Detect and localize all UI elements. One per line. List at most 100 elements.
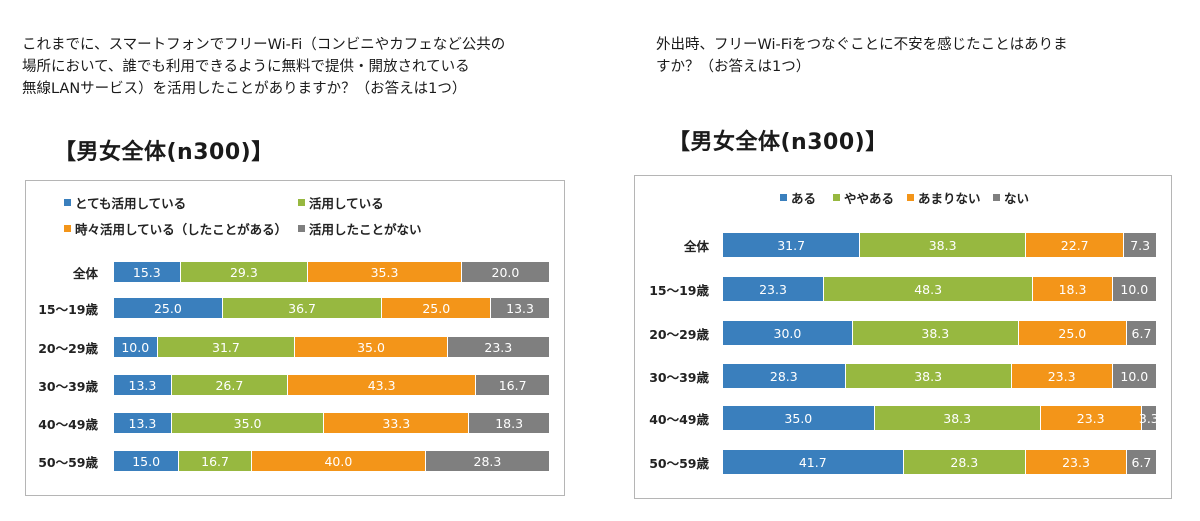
right-bar-segment: 23.3: [1040, 406, 1142, 430]
right-bar-segment: 41.7: [723, 450, 904, 474]
right-legend-swatch: [780, 194, 787, 201]
right-stacked-bar: 41.7 28.3 23.3 6.7: [723, 450, 1156, 474]
left-bar-segment: 13.3: [114, 413, 172, 433]
right-bar-segment: 38.3: [860, 233, 1027, 257]
left-bar-segment: 40.0: [251, 451, 426, 471]
left-bar-segment: 13.3: [491, 298, 549, 318]
right-legend-swatch: [993, 194, 1000, 201]
right-bar-segment: 22.7: [1026, 233, 1125, 257]
right-chart-heading: 【男女全体(n300)】: [668, 130, 888, 155]
right-bar-segment: 35.0: [723, 406, 875, 430]
right-bar-segment: 6.7: [1126, 321, 1156, 345]
left-chart-heading: 【男女全体(n300)】: [54, 140, 274, 165]
left-legend-swatch: [298, 225, 305, 232]
left-bar-segment: 31.7: [157, 337, 296, 357]
right-bar-segment: 23.3: [1026, 450, 1127, 474]
left-bar-segment: 28.3: [425, 451, 549, 471]
left-stacked-bar: 10.0 31.7 35.0 23.3: [114, 337, 549, 357]
left-bar-segment: 16.7: [179, 451, 252, 471]
left-stacked-bar: 15.0 16.7 40.0 28.3: [114, 451, 549, 471]
left-stacked-bar: 25.0 36.7 25.0 13.3: [114, 298, 549, 318]
right-legend-swatch: [907, 194, 914, 201]
right-category-label: 40～49歳: [649, 412, 709, 427]
left-bar-segment: 25.0: [114, 298, 223, 318]
right-legend-item: ややある: [833, 188, 894, 207]
right-bar-segment: 23.3: [1011, 364, 1113, 388]
right-bar-segment: 38.3: [874, 406, 1041, 430]
right-legend-item: あまりない: [907, 188, 981, 207]
right-legend-label: あまりない: [918, 191, 981, 206]
left-legend-label: 活用している: [309, 196, 384, 211]
left-category-label: 40～49歳: [38, 417, 98, 432]
right-bar-segment: 30.0: [723, 321, 853, 345]
left-legend-label: 活用したことがない: [309, 222, 422, 237]
right-bar-segment: 25.0: [1018, 321, 1127, 345]
right-legend-item: ない: [993, 188, 1029, 207]
left-bar-segment: 10.0: [114, 337, 158, 357]
left-legend-label: 時々活用している（したことがある）: [75, 222, 288, 237]
right-bar-segment: 10.0: [1112, 277, 1156, 301]
left-stacked-bar: 13.3 35.0 33.3 18.3: [114, 413, 549, 433]
right-bar-segment: 31.7: [723, 233, 861, 257]
right-category-label: 30～39歳: [649, 370, 709, 385]
right-legend-label: ない: [1004, 191, 1030, 206]
left-bar-segment: 43.3: [287, 375, 477, 395]
left-bar-segment: 18.3: [469, 413, 549, 433]
right-stacked-bar: 35.0 38.3 23.3 3.3: [723, 406, 1159, 430]
left-category-label: 50～59歳: [38, 455, 98, 470]
right-bar-segment: 3.3: [1139, 406, 1159, 430]
right-bar-segment: 48.3: [823, 277, 1034, 301]
right-bar-segment: 6.7: [1126, 450, 1156, 474]
right-stacked-bar: 23.3 48.3 18.3 10.0: [723, 277, 1156, 301]
right-category-label: 50～59歳: [649, 456, 709, 471]
right-legend-label: ある: [791, 191, 817, 206]
right-bar-segment: 38.3: [845, 364, 1012, 388]
right-bar-segment: 23.3: [723, 277, 824, 301]
right-bar-segment: 28.3: [903, 450, 1027, 474]
left-category-label: 20～29歳: [38, 341, 98, 356]
right-stacked-bar: 31.7 38.3 22.7 7.3: [723, 233, 1156, 257]
left-bar-segment: 26.7: [171, 375, 288, 395]
right-legend-item: ある: [780, 188, 816, 207]
left-legend-item: とても活用している: [64, 193, 186, 212]
left-legend-item: 活用したことがない: [298, 219, 422, 238]
right-bar-segment: 38.3: [852, 321, 1019, 345]
left-bar-segment: 36.7: [222, 298, 383, 318]
right-bar-segment: 28.3: [723, 364, 846, 388]
right-bar-segment: 18.3: [1033, 277, 1113, 301]
left-chart-panel: とても活用している 活用している時々活用している（したことがある） 活用したことがな…: [25, 180, 565, 496]
right-stacked-bar: 28.3 38.3 23.3 10.0: [723, 364, 1156, 388]
left-legend-label: とても活用している: [75, 196, 187, 211]
right-bar-segment: 7.3: [1124, 233, 1156, 257]
left-bar-segment: 16.7: [476, 375, 549, 395]
left-bar-segment: 15.0: [114, 451, 180, 471]
left-legend-item: 時々活用している（したことがある）: [64, 219, 287, 238]
right-legend-swatch: [833, 194, 840, 201]
left-question-text: これまでに、スマートフォンでフリーWi-Fi（コンビニやカフェなど公共の 場所に…: [22, 37, 506, 97]
left-bar-segment: 23.3: [447, 337, 549, 357]
left-bar-segment: 13.3: [114, 375, 172, 395]
left-bar-segment: 33.3: [324, 413, 470, 433]
left-bar-segment: 15.3: [114, 262, 181, 282]
right-chart-panel: ある ややある あまりない ない 全体 31.7 38.3 22.7 7.3 15～19歳 23.3…: [634, 175, 1172, 499]
right-category-label: 全体: [683, 239, 709, 254]
left-bar-segment: 29.3: [180, 262, 309, 282]
left-stacked-bar: 13.3 26.7 43.3 16.7: [114, 375, 549, 395]
right-question-text: 外出時、フリーWi-Fiをつなぐことに不安を感じたことはありま すか？（お答えは…: [656, 37, 1068, 75]
right-category-label: 15～19歳: [649, 283, 709, 298]
right-stacked-bar: 30.0 38.3 25.0 6.7: [723, 321, 1156, 345]
right-bar-segment: 10.0: [1112, 364, 1156, 388]
left-bar-segment: 35.0: [171, 413, 325, 433]
left-bar-segment: 20.0: [461, 262, 549, 282]
left-legend-item: 活用している: [298, 193, 384, 212]
right-category-label: 20～29歳: [649, 327, 709, 342]
left-category-label: 30～39歳: [38, 379, 98, 394]
left-category-label: 全体: [72, 266, 98, 281]
left-legend-swatch: [64, 199, 71, 206]
left-bar-segment: 25.0: [382, 298, 492, 318]
left-stacked-bar: 15.3 29.3 35.3 20.0: [114, 262, 549, 282]
left-category-label: 15～19歳: [38, 302, 98, 317]
left-bar-segment: 35.3: [308, 262, 462, 282]
left-bar-segment: 35.0: [295, 337, 448, 357]
right-legend-label: ややある: [844, 191, 895, 206]
